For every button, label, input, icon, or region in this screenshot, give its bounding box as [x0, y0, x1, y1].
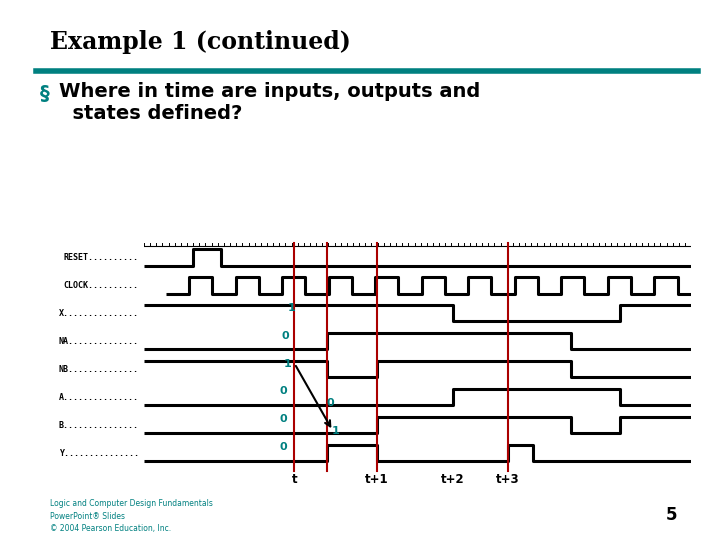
Text: 1: 1 [288, 302, 296, 313]
Text: 0: 0 [282, 330, 289, 341]
Text: t+3: t+3 [496, 474, 520, 487]
Text: 0: 0 [280, 442, 287, 453]
Text: t+2: t+2 [441, 474, 465, 487]
Text: 1: 1 [284, 359, 292, 368]
Text: NA..............: NA.............. [58, 337, 138, 346]
Text: §: § [40, 84, 50, 103]
Text: 0: 0 [326, 398, 334, 408]
Text: RESET..........: RESET.......... [63, 253, 138, 262]
Text: 0: 0 [280, 387, 287, 396]
Text: t: t [292, 474, 297, 487]
Text: A...............: A............... [58, 393, 138, 402]
Text: B...............: B............... [58, 421, 138, 430]
Text: CLOCK..........: CLOCK.......... [63, 281, 138, 290]
Text: 1: 1 [332, 426, 339, 436]
Text: 0: 0 [280, 414, 287, 424]
Text: NB..............: NB.............. [58, 364, 138, 374]
Text: Logic and Computer Design Fundamentals
PowerPoint® Slides
© 2004 Pearson Educati: Logic and Computer Design Fundamentals P… [50, 500, 213, 534]
Text: Example 1 (continued): Example 1 (continued) [50, 30, 351, 53]
Text: 5: 5 [665, 506, 677, 524]
Text: X...............: X............... [58, 309, 138, 318]
Text: Y...............: Y............... [58, 449, 138, 457]
Text: t+1: t+1 [365, 474, 388, 487]
Text: Where in time are inputs, outputs and
  states defined?: Where in time are inputs, outputs and st… [59, 82, 480, 123]
